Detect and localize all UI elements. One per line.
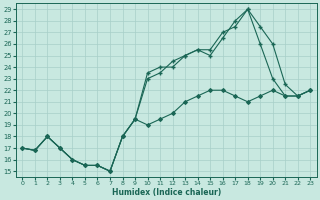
X-axis label: Humidex (Indice chaleur): Humidex (Indice chaleur) xyxy=(112,188,221,197)
